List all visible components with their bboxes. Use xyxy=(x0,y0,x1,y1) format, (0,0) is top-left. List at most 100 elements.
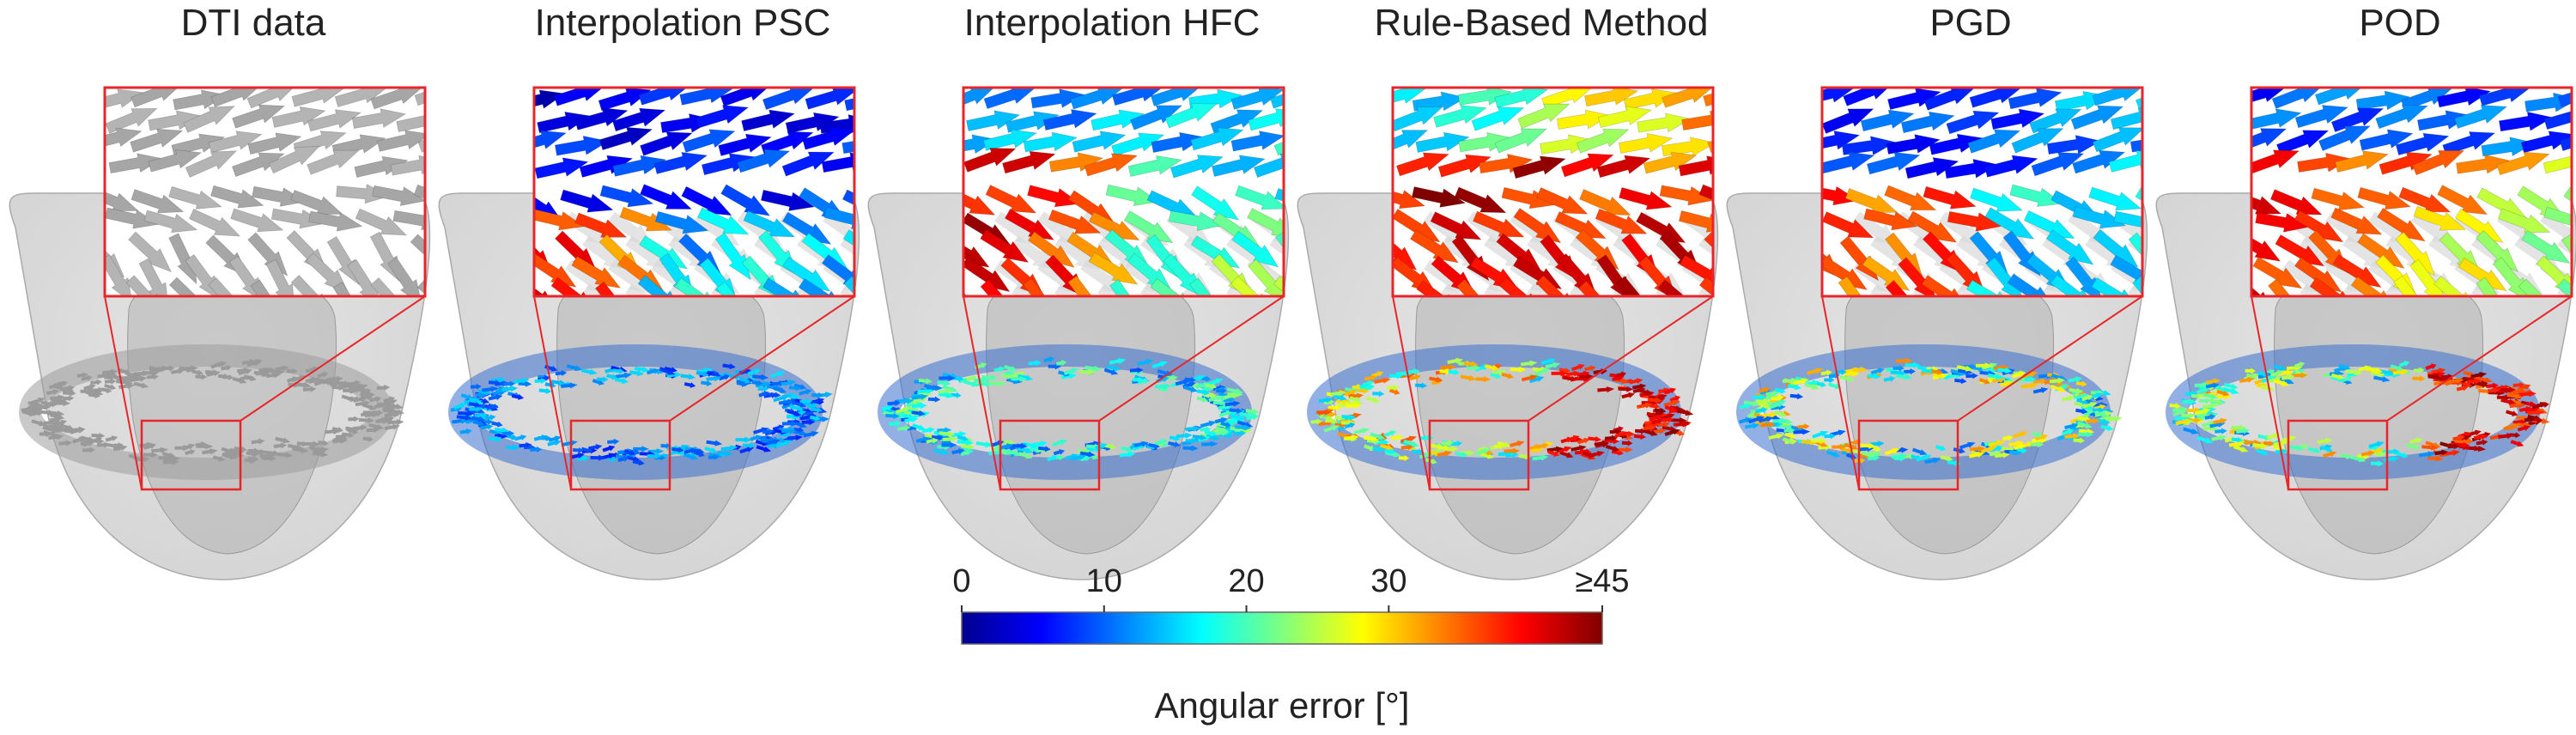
fiber-arrow xyxy=(931,434,945,441)
zoom-fiber-arrow xyxy=(1072,131,1127,153)
zoom-fiber-arrow xyxy=(1698,276,1713,296)
fiber-arrow xyxy=(1230,413,1245,421)
fiber-arrow xyxy=(361,387,372,394)
zoom-fiber-arrow xyxy=(1088,252,1139,285)
zoom-fiber-arrow xyxy=(2050,274,2098,296)
fiber-arrow xyxy=(793,427,805,434)
fiber-arrow xyxy=(908,398,920,404)
fiber-arrow xyxy=(2293,361,2306,368)
fiber-arrow xyxy=(1184,376,1196,383)
zoom-fiber-arrow xyxy=(1471,106,1525,131)
fiber-arrow xyxy=(453,403,468,410)
fiber-arrow xyxy=(2510,440,2524,447)
zoom-fiber-arrow xyxy=(1722,99,1778,131)
fiber-arrow xyxy=(1953,447,1965,454)
fiber-arrow xyxy=(1904,368,1916,375)
fiber-arrow xyxy=(1455,451,1468,458)
fiber-arrow xyxy=(1214,416,1228,424)
fiber-arrow xyxy=(939,374,957,381)
fiber-arrow xyxy=(706,440,723,446)
fiber-arrow xyxy=(1895,357,1913,364)
fiber-arrow xyxy=(811,392,824,398)
fiber-arrow xyxy=(1556,446,1572,454)
fiber-arrow xyxy=(718,450,733,457)
zoom-fiber-arrow xyxy=(2476,276,2512,296)
fiber-arrow xyxy=(1594,440,1609,447)
fiber-arrow xyxy=(1835,368,1847,375)
fiber-arrow xyxy=(1965,373,1978,380)
fiber-arrow xyxy=(1529,376,1545,384)
zoom-fiber-arrow xyxy=(268,145,321,174)
fiber-arrow xyxy=(179,366,194,373)
fiber-arrow xyxy=(1182,385,1198,392)
fiber-arrow xyxy=(751,380,763,386)
fiber-arrow xyxy=(358,417,375,424)
fiber-arrow xyxy=(1216,387,1227,394)
fiber-arrow xyxy=(615,372,633,379)
fiber-arrow xyxy=(143,452,158,459)
fiber-arrow xyxy=(260,367,277,374)
zoom-fiber-arrow xyxy=(332,281,367,296)
fiber-arrow xyxy=(82,440,94,447)
fiber-arrow xyxy=(2236,428,2250,434)
zoom-fiber-arrow xyxy=(1393,185,1426,210)
colorbar-tick-label: 30 xyxy=(1370,563,1407,599)
fiber-arrow xyxy=(185,448,196,455)
zoom-fiber-arrow xyxy=(1248,108,1284,131)
fiber-arrow xyxy=(1460,374,1477,381)
fiber-arrow xyxy=(887,400,902,406)
fiber-ring xyxy=(878,344,1260,480)
fiber-arrow xyxy=(561,382,578,389)
reference-arrow xyxy=(1012,283,1058,296)
fiber-arrow xyxy=(1204,429,1218,437)
fiber-arrow xyxy=(1345,402,1362,409)
zoom-fiber-arrow xyxy=(290,189,343,216)
zoom-fiber-arrow xyxy=(2072,149,2126,174)
fiber-arrow xyxy=(1208,395,1223,403)
fiber-arrow xyxy=(1053,454,1065,461)
fiber-arrow xyxy=(1738,416,1753,424)
fiber-arrow xyxy=(1234,430,1247,437)
fiber-arrow xyxy=(1768,433,1784,440)
roi-box xyxy=(1428,419,1530,491)
zoom-fiber-arrow xyxy=(2072,205,2127,229)
zoom-fiber-arrow xyxy=(637,275,683,296)
fiber-arrow xyxy=(2488,387,2500,394)
fiber-arrow xyxy=(1782,437,1795,444)
fiber-arrow xyxy=(1119,451,1136,458)
fiber-arrow xyxy=(265,372,281,379)
fiber-arrow xyxy=(607,438,620,445)
zoom-frame xyxy=(103,86,427,298)
fiber-arrow xyxy=(1403,439,1419,447)
fiber-arrow xyxy=(2392,368,2409,375)
zoom-fiber-arrow xyxy=(2437,185,2488,216)
fiber-arrow xyxy=(468,402,482,408)
zoom-fiber-arrow xyxy=(715,281,754,296)
fiber-arrow xyxy=(302,386,317,392)
fiber-arrow xyxy=(757,386,769,392)
fiber-arrow xyxy=(807,402,818,409)
fiber-arrow xyxy=(915,436,931,443)
fiber-arrow xyxy=(1323,425,1340,433)
zoom-fiber-arrow xyxy=(598,126,653,151)
fiber-arrow xyxy=(1497,440,1511,448)
fiber-arrow xyxy=(2050,384,2067,392)
fiber-arrow xyxy=(1651,418,1664,425)
zoom-fiber-arrow xyxy=(841,189,854,218)
fiber-arrow xyxy=(755,381,773,388)
zoom-fiber-arrow xyxy=(963,148,1017,173)
fiber-arrow xyxy=(659,367,676,375)
zoom-fiber-arrow xyxy=(1536,186,1589,215)
fiber-arrow xyxy=(2292,372,2308,379)
fiber-arrow xyxy=(143,443,157,450)
fiber-arrow xyxy=(2455,441,2470,448)
fiber-arrow xyxy=(1520,360,1538,367)
zoom-fiber-arrow xyxy=(2029,108,2082,134)
fiber-arrow xyxy=(941,441,957,448)
fiber-arrow xyxy=(1534,368,1551,376)
zoom-fiber-arrow xyxy=(1947,210,2002,232)
fiber-arrow xyxy=(503,380,515,387)
zoom-fiber-arrow xyxy=(1105,184,1160,206)
zoom-fiber-arrow xyxy=(1866,151,1921,175)
panel-title-psc: Interpolation PSC xyxy=(534,2,831,44)
